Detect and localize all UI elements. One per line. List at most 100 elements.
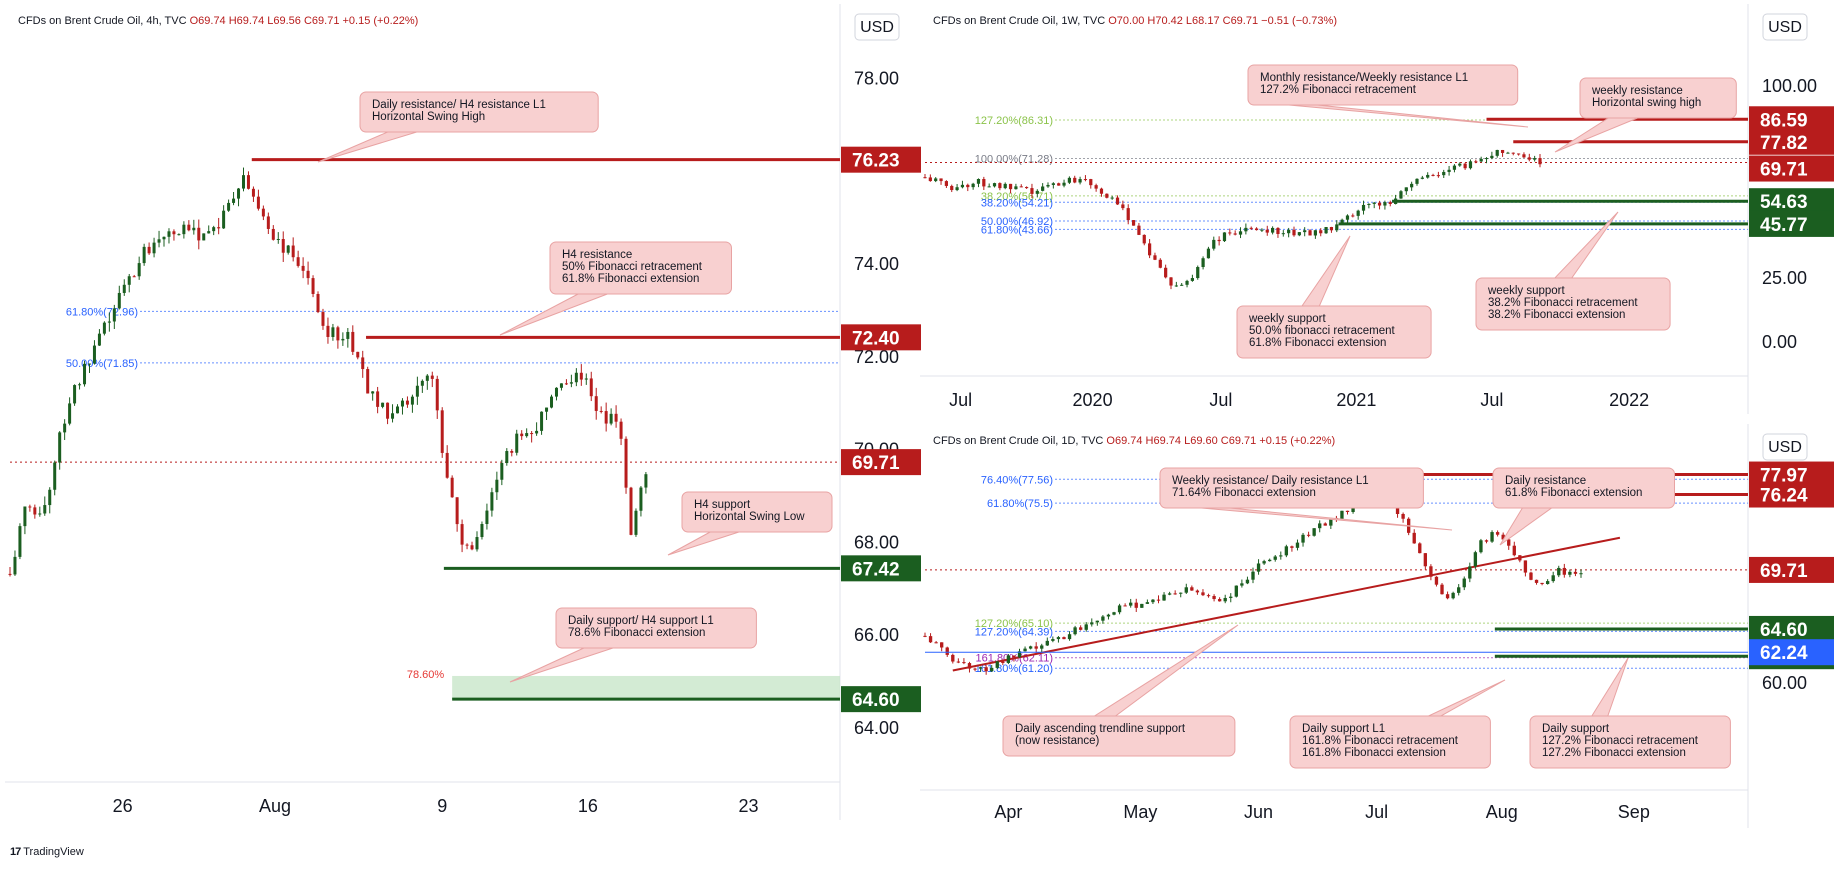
candle-body — [1067, 177, 1071, 183]
candle-body — [1340, 219, 1344, 225]
callout-text: weekly resistance — [1591, 85, 1683, 97]
candle-body — [1415, 178, 1419, 184]
candle-body — [1090, 622, 1094, 625]
candle-body — [995, 661, 999, 668]
fib-label: 38.20%(56.71) — [981, 191, 1053, 203]
candle-body — [569, 382, 573, 384]
candle-body — [430, 375, 434, 379]
candle-body — [1506, 152, 1510, 154]
candle — [266, 212, 270, 235]
candle — [1090, 618, 1094, 627]
current-price-label: 69.71 — [852, 453, 900, 474]
candle — [1351, 213, 1355, 218]
candle-body — [1479, 540, 1483, 553]
candle — [63, 419, 67, 441]
candle — [554, 387, 558, 401]
candle-body — [990, 667, 994, 672]
candle-body — [545, 407, 549, 412]
currency-label: USD — [860, 19, 894, 36]
candle-body — [1458, 163, 1462, 166]
callout-text: 38.2% Fibonacci retracement — [1488, 297, 1638, 309]
candle-body — [1507, 539, 1511, 546]
candle — [1434, 576, 1439, 587]
x-tick-label: Jul — [1480, 390, 1503, 410]
candle — [1473, 550, 1478, 569]
x-tick-label: Aug — [259, 796, 291, 816]
candle — [1228, 228, 1232, 236]
ohlc-change: +0.15 (+0.22%) — [343, 15, 419, 27]
candle-body — [316, 293, 320, 313]
chart-title: CFDs on Brent Crude Oil, 1D, TVC — [933, 435, 1106, 447]
candle-body — [1276, 227, 1280, 234]
candle — [525, 428, 529, 438]
candle-body — [950, 185, 954, 191]
candle — [1323, 522, 1327, 526]
candle — [1388, 200, 1392, 207]
candle-body — [1179, 592, 1183, 594]
candle — [396, 404, 400, 414]
candle-body — [87, 363, 91, 365]
candle-body — [1206, 595, 1211, 597]
fib-label: 76.40%(77.56) — [981, 474, 1053, 486]
candle-body — [1484, 540, 1489, 542]
candle-body — [1436, 175, 1440, 177]
candle — [1260, 228, 1264, 233]
candle-body — [331, 327, 335, 337]
candle — [1174, 281, 1178, 287]
tradingview-logo-mark: 17 — [10, 846, 21, 858]
ohlc-change: −0.51 (−0.73%) — [1261, 15, 1337, 27]
candle — [1495, 149, 1499, 158]
candle — [1003, 182, 1007, 190]
ohlc-low: L68.17 — [1186, 15, 1223, 27]
candle-body — [73, 385, 77, 404]
fib-label: 50.00%(46.92) — [981, 216, 1053, 228]
candle-body — [1056, 637, 1061, 640]
candle-body — [1105, 193, 1109, 198]
candle — [540, 411, 544, 435]
candle-body — [604, 411, 608, 424]
candle-body — [564, 383, 568, 385]
candle-body — [1073, 177, 1077, 183]
y-tick-label: 25.00 — [1762, 268, 1807, 288]
fib-label: 127.20%(86.31) — [975, 115, 1053, 127]
candle-body — [1040, 645, 1044, 649]
candle — [559, 383, 563, 391]
currency-box — [1762, 433, 1808, 461]
candle-body — [515, 433, 519, 453]
candle — [1180, 282, 1184, 286]
candle — [1527, 153, 1531, 162]
candle — [1410, 181, 1414, 191]
candle — [1035, 189, 1039, 198]
x-tick-label: 2022 — [1609, 390, 1649, 410]
candle-body — [311, 278, 315, 294]
candle — [28, 504, 32, 512]
candle — [455, 497, 459, 532]
ohlc-high: H69.74 — [1146, 435, 1185, 447]
candle — [971, 182, 975, 190]
candle — [1249, 226, 1253, 230]
candle-body — [271, 228, 275, 240]
candle-body — [256, 196, 260, 209]
candle-body — [944, 181, 948, 186]
callout-box — [1159, 467, 1424, 509]
candle — [1404, 187, 1408, 195]
candle-body — [296, 257, 300, 266]
candle — [1112, 611, 1116, 616]
candle-body — [987, 186, 991, 188]
fib-label: 127.20%(65.10) — [975, 618, 1053, 630]
candle-body — [1051, 639, 1055, 641]
candle — [1040, 643, 1044, 653]
candle-body — [356, 351, 360, 358]
candle-body — [1533, 158, 1537, 160]
candle — [1423, 553, 1428, 570]
candle — [1083, 175, 1088, 182]
candle-body — [1262, 561, 1266, 564]
candle-body — [1099, 188, 1104, 194]
resistance-price-label: 76.23 — [852, 151, 900, 172]
candle — [227, 199, 231, 212]
candle — [1206, 593, 1211, 598]
candle — [291, 237, 295, 262]
fib-label: 38.20%(54.21) — [981, 197, 1053, 209]
